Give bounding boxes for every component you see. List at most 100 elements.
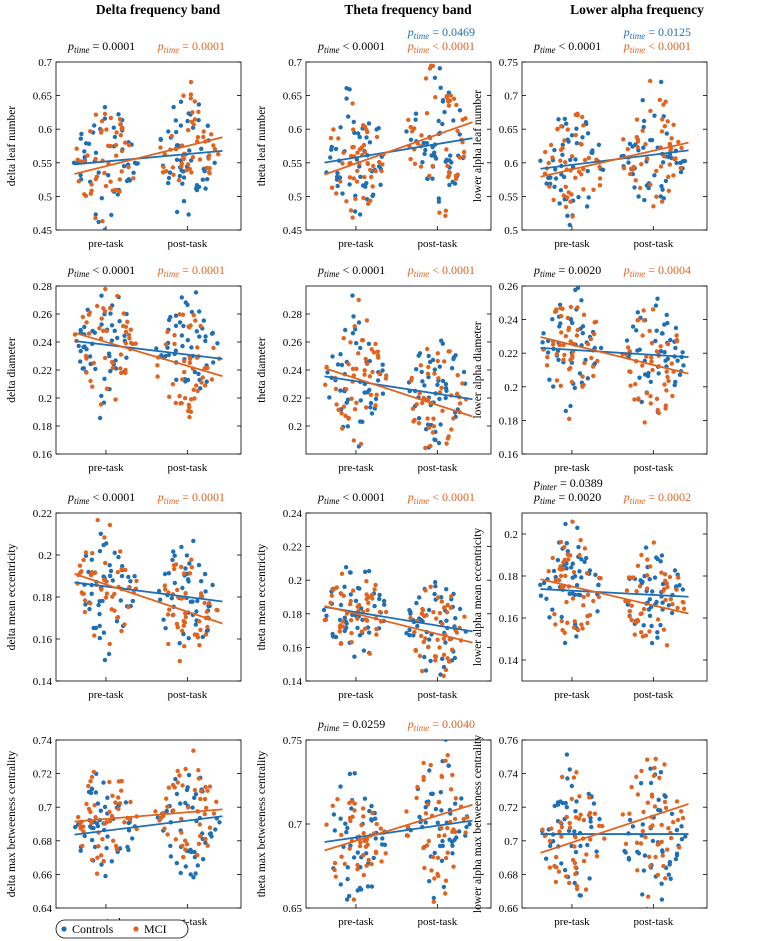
mci-point [118, 549, 123, 554]
controls-point [568, 403, 573, 409]
mci-point [107, 818, 113, 824]
mci-point [166, 785, 171, 790]
mci-point [169, 133, 174, 139]
controls-point [199, 146, 204, 151]
mci-point [361, 814, 366, 819]
mci-point [99, 587, 104, 592]
mci-point [113, 187, 119, 192]
controls-point [107, 573, 113, 579]
y-tick-label: 0.7 [38, 802, 52, 814]
controls-point [440, 656, 445, 661]
mci-point [167, 394, 172, 399]
mci-point [436, 800, 441, 805]
controls-point [174, 791, 180, 797]
controls-point [661, 196, 666, 201]
mci-point [594, 854, 600, 859]
y-tick-label: 0.72 [499, 802, 518, 814]
mci-point [419, 633, 424, 639]
y-tick-label: 0.66 [33, 869, 53, 881]
mci-point [647, 564, 653, 569]
mci-point [196, 768, 201, 773]
mci-point [176, 178, 182, 183]
y-tick-label: 0.2 [288, 421, 302, 433]
controls-point [210, 582, 215, 588]
controls-point [183, 300, 188, 305]
controls-point [550, 607, 555, 612]
mci-point [89, 571, 94, 576]
controls-point [105, 834, 110, 839]
controls-point [573, 157, 578, 162]
controls-point [351, 314, 356, 319]
mci-point [165, 329, 170, 335]
controls-point [352, 654, 357, 659]
mci-point [442, 605, 447, 611]
controls-point [173, 348, 178, 353]
controls-point [572, 574, 578, 579]
mci-point [418, 363, 423, 368]
mci-point [204, 609, 209, 614]
controls-point [332, 828, 337, 833]
mci-point [628, 383, 633, 388]
controls-point [577, 569, 582, 574]
mci-point [640, 828, 645, 834]
mci-point [175, 768, 180, 774]
mci-point [671, 122, 676, 128]
mci-point [657, 841, 662, 846]
controls-point [193, 186, 199, 191]
mci-point [102, 309, 108, 314]
controls-point [104, 845, 109, 851]
controls-point [439, 858, 445, 863]
mci-point [99, 118, 105, 124]
controls-point [630, 824, 636, 829]
controls-point [666, 872, 671, 877]
mci-point [428, 762, 433, 768]
mci-point [644, 156, 650, 161]
mci-point [215, 608, 220, 613]
mci-point [162, 826, 167, 831]
mci-fit-line [540, 803, 689, 854]
mci-point [650, 367, 655, 373]
controls-fit-line [540, 588, 689, 598]
mci-point [183, 766, 188, 772]
mci-point [653, 756, 658, 762]
mci-point [341, 404, 347, 409]
mci-point [119, 169, 124, 174]
mci-point [108, 305, 113, 311]
controls-point [580, 135, 585, 140]
y-axis-label: delta leaf number [6, 106, 18, 187]
p-value-inter: pinter = 0.0389 [533, 476, 603, 492]
mci-point [340, 161, 345, 166]
mci-point [645, 586, 650, 591]
mci-point [91, 769, 97, 775]
mci-point [103, 286, 108, 292]
controls-point [675, 358, 680, 363]
controls-point [372, 603, 377, 609]
mci-point [92, 633, 97, 638]
controls-point [652, 575, 658, 580]
controls-point [99, 196, 105, 201]
mci-point [117, 189, 122, 194]
mci-point [562, 138, 567, 143]
mci-point [338, 179, 343, 184]
mci-point [408, 124, 413, 130]
controls-point [586, 195, 591, 200]
controls-point [557, 324, 562, 329]
controls-point [426, 353, 431, 359]
p-value-time: ptime < 0.0001 [623, 39, 691, 55]
mci-fit-line [324, 121, 473, 176]
mci-point [338, 623, 343, 628]
mci-point [440, 621, 445, 626]
mci-point [447, 349, 452, 354]
mci-point [547, 184, 552, 189]
controls-point [407, 608, 412, 613]
controls-point [124, 355, 129, 360]
controls-point [174, 377, 179, 382]
controls-point [570, 561, 575, 566]
mci-point [119, 148, 125, 154]
mci-point [558, 567, 564, 572]
controls-point [342, 584, 347, 589]
mci-point [374, 626, 379, 632]
controls-fit-line [74, 815, 223, 836]
mci-point [76, 179, 82, 184]
mci-point [171, 563, 177, 568]
